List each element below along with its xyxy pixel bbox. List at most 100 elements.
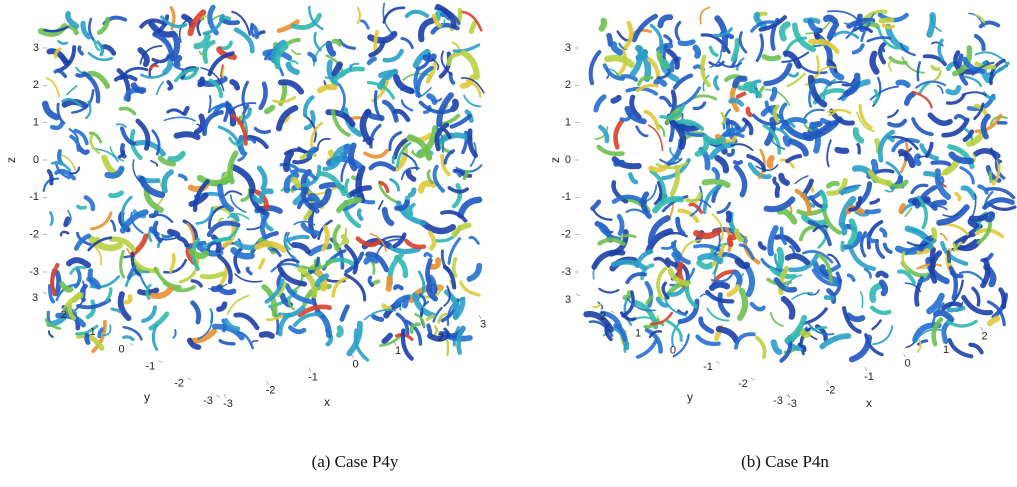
vortex-tube xyxy=(882,242,893,254)
vortex-tube xyxy=(206,220,241,238)
y-axis-label: y xyxy=(144,390,150,404)
vortex-tube xyxy=(903,91,917,106)
vortex-tube xyxy=(787,138,809,157)
vortex-tube xyxy=(869,85,899,101)
vortex-tube xyxy=(625,208,651,219)
vortex-tube xyxy=(869,282,884,303)
vortex-tube xyxy=(85,100,92,120)
vortex-tube xyxy=(941,301,963,311)
vortex-tube xyxy=(711,213,724,243)
vortex-tube xyxy=(939,233,948,241)
y-tick-label: -2 xyxy=(174,378,184,390)
vortex-tube xyxy=(725,119,741,130)
vortex-tube xyxy=(308,5,324,31)
vortex-tube xyxy=(936,84,944,95)
vortex-tube xyxy=(200,67,225,92)
vortex-tube xyxy=(157,155,177,167)
vortex-tube xyxy=(218,40,233,51)
x-tick-label: 2 xyxy=(437,332,443,344)
vortex-tube xyxy=(173,131,201,141)
vortex-tube xyxy=(277,312,292,337)
vortex-tube xyxy=(271,39,287,64)
vortex-tube xyxy=(653,181,663,205)
vortex-tube xyxy=(961,294,994,316)
vortex-tube xyxy=(229,79,241,91)
vortex-tube xyxy=(82,71,101,104)
vortex-tube xyxy=(871,319,882,331)
vortex-tube xyxy=(187,9,207,37)
vortex-tube xyxy=(59,281,74,293)
vortex-tube xyxy=(758,15,788,32)
vortex-tube xyxy=(246,137,257,144)
x-tick-label: 2 xyxy=(981,330,987,342)
vortex-tube xyxy=(69,134,81,152)
vortex-tube xyxy=(848,334,873,363)
vortex-tube xyxy=(826,139,832,168)
y-tick-mark xyxy=(71,308,76,312)
vortex-tube xyxy=(104,287,113,302)
vortex-tube xyxy=(973,34,986,52)
x-tick-label: -3 xyxy=(223,398,233,410)
vortex-tube xyxy=(258,258,266,270)
vortex-tube xyxy=(223,100,230,123)
vortex-tube xyxy=(925,141,934,158)
vortex-tube xyxy=(730,143,754,152)
vortex-tube xyxy=(592,208,613,221)
vortex-tube xyxy=(784,253,811,266)
vortex-tube xyxy=(54,168,77,181)
vortex-tube xyxy=(316,137,331,149)
vortex-tube xyxy=(675,216,686,236)
vortex-tube xyxy=(733,228,745,243)
vortex-tube xyxy=(455,164,483,173)
vortex-tube xyxy=(172,328,177,339)
vortex-tube xyxy=(290,176,302,189)
vortex-tube xyxy=(726,234,738,248)
vortex-tube xyxy=(773,253,783,271)
vortex-tube xyxy=(885,134,895,143)
vortex-tube xyxy=(702,74,710,92)
vortex-tube xyxy=(381,332,393,345)
x-tick-mark xyxy=(941,339,945,345)
vortex-tube xyxy=(911,117,934,137)
vortex-tube xyxy=(671,323,680,348)
vortex-tube xyxy=(313,42,327,67)
vortex-tube xyxy=(711,244,725,267)
vortex-tube xyxy=(906,237,934,247)
vortex-tube xyxy=(301,259,335,270)
vortex-tube xyxy=(914,185,938,209)
vortex-tube xyxy=(272,95,297,104)
vortex-tube xyxy=(713,75,720,91)
vortex-tube xyxy=(875,238,886,260)
y-tick-mark xyxy=(129,343,134,346)
vortex-tube xyxy=(757,148,766,179)
vortex-tube xyxy=(930,15,942,33)
vortex-tube xyxy=(42,177,60,193)
vortex-tube xyxy=(848,196,862,212)
vortex-tube xyxy=(610,259,647,271)
vortex-tube xyxy=(594,125,609,140)
vortex-tube xyxy=(879,227,888,238)
vortex-tube xyxy=(409,322,421,334)
vortex-tube xyxy=(283,236,292,251)
vortex-tube xyxy=(660,239,677,250)
vortex-tube xyxy=(381,206,395,227)
vortex-tube xyxy=(182,219,199,241)
vortex-tube xyxy=(343,273,367,302)
vortex-tube xyxy=(241,80,250,110)
vortex-tube xyxy=(588,320,614,337)
vortex-tube xyxy=(791,292,814,300)
vortex-tube xyxy=(418,293,427,306)
vortex-tube xyxy=(431,13,443,29)
vortex-tube xyxy=(613,159,626,167)
vortex-tube xyxy=(314,273,330,288)
vortex-tube xyxy=(747,162,772,180)
vortex-tube xyxy=(737,85,763,99)
vortex-tube xyxy=(389,178,400,192)
vortex-tube xyxy=(847,218,858,246)
vortex-tube xyxy=(468,20,477,34)
vortex-tube xyxy=(54,269,62,297)
vortex-tube xyxy=(816,66,838,77)
vortex-tube xyxy=(177,173,188,182)
vortex-tube xyxy=(845,312,866,323)
vortex-tube xyxy=(610,41,624,56)
